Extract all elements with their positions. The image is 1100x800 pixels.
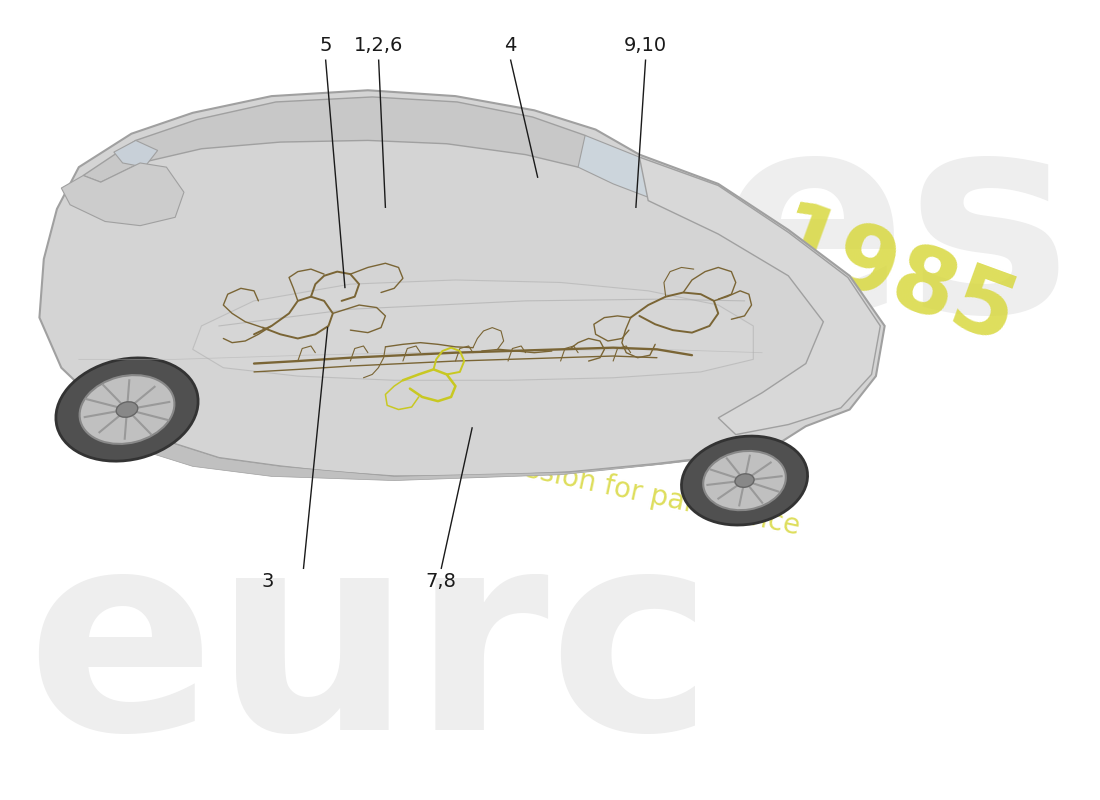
- Text: 1985: 1985: [762, 197, 1028, 365]
- Ellipse shape: [79, 375, 175, 444]
- Polygon shape: [40, 90, 884, 476]
- Ellipse shape: [56, 358, 198, 461]
- Polygon shape: [579, 135, 683, 201]
- Text: 3: 3: [262, 572, 274, 591]
- Text: 4: 4: [505, 36, 517, 55]
- Polygon shape: [84, 97, 604, 182]
- Text: eurc: eurc: [26, 518, 714, 788]
- Ellipse shape: [117, 402, 138, 418]
- Text: a passion for parts since: a passion for parts since: [464, 442, 803, 541]
- Ellipse shape: [735, 474, 755, 487]
- Polygon shape: [639, 157, 880, 434]
- Ellipse shape: [703, 451, 785, 510]
- Polygon shape: [88, 410, 736, 481]
- Text: 7,8: 7,8: [426, 572, 456, 591]
- Polygon shape: [62, 163, 184, 226]
- Text: 5: 5: [319, 36, 332, 55]
- Text: es: es: [718, 100, 1071, 370]
- Polygon shape: [192, 280, 754, 380]
- Text: 9,10: 9,10: [624, 36, 667, 55]
- Polygon shape: [114, 141, 157, 167]
- Text: 1,2,6: 1,2,6: [354, 36, 404, 55]
- Ellipse shape: [682, 436, 807, 525]
